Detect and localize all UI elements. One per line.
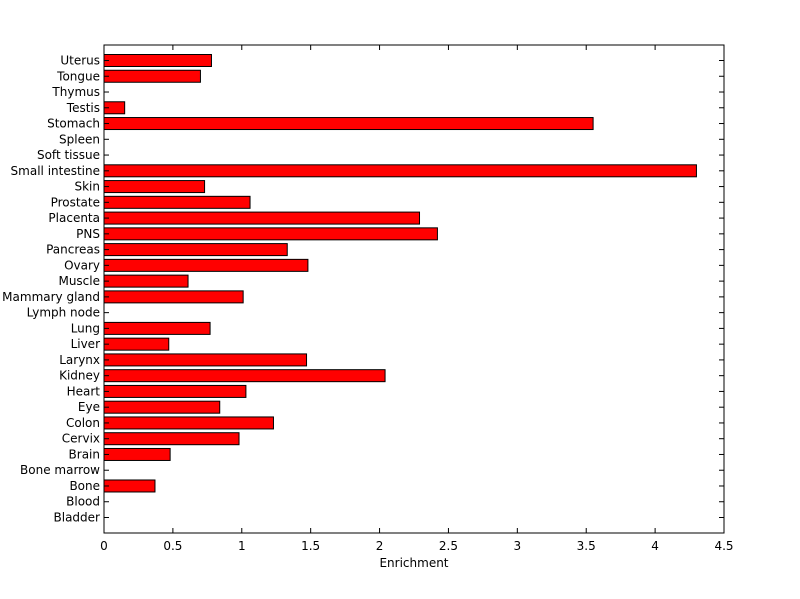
y-tick-label: PNS [76,227,100,241]
bar-lung [103,321,211,335]
y-tick-label: Bone marrow [20,463,100,477]
x-tick-label: 3.5 [577,539,596,553]
y-tick-label: Soft tissue [37,148,100,162]
bar-muscle [103,274,189,288]
x-tick-label: 2 [376,539,384,553]
bar-pns [103,227,438,241]
y-tick-label: Kidney [59,369,100,383]
bar-skin [103,180,206,194]
x-axis-label: Enrichment [379,556,448,570]
bar-liver [103,337,170,351]
y-tick-label: Liver [71,337,101,351]
bar-placenta [103,211,421,225]
bar-uterus [103,54,212,67]
y-tick-label: Brain [69,447,100,461]
x-tick-label: 0.5 [163,539,182,553]
y-tick-label: Ovary [64,258,100,272]
y-tick-label: Uterus [60,54,100,68]
y-tick-label: Spleen [59,132,100,146]
y-tick-label: Muscle [58,274,100,288]
bar-heart [103,384,247,398]
y-tick-label: Larynx [59,353,100,367]
bar-colon [103,416,274,430]
bar-larynx [103,353,308,367]
y-tick-label: Lymph node [27,306,100,320]
y-tick-label: Colon [66,416,100,430]
y-tick-label: Blood [66,495,100,509]
y-tick-label: Cervix [62,432,100,446]
y-tick-label: Tongue [56,69,100,83]
y-tick-label: Prostate [51,195,100,209]
y-tick-label: Skin [74,180,100,194]
y-tick-label: Placenta [48,211,100,225]
x-tick-label: 1 [238,539,246,553]
x-tick-label: 2.5 [439,539,458,553]
bar-cervix [103,432,240,446]
bar-stomach [103,117,594,131]
bar-kidney [103,369,386,383]
x-tick-label: 1.5 [301,539,320,553]
bar-prostate [103,195,251,209]
y-tick-label: Pancreas [46,243,100,257]
y-tick-label: Bladder [54,511,101,525]
y-tick-label: Heart [67,384,101,398]
y-tick-label: Thymus [51,85,100,99]
bar-eye [103,400,221,414]
bar-small-intestine [103,164,697,178]
y-tick-label: Mammary gland [2,290,100,304]
x-ticks-group: 0 0.5 1 1.5 2 2.5 3 3.5 4 4.5 [100,45,734,553]
x-tick-label: 4.5 [714,539,733,553]
bar-mammary-gland [103,290,244,304]
y-tick-label: Lung [71,321,100,335]
bar-bone [103,479,156,493]
y-tick-label: Stomach [47,117,100,131]
x-tick-label: 0 [100,539,108,553]
y-tick-label: Testis [66,101,100,115]
bar-brain [103,447,171,461]
y-tick-label: Bone [69,479,100,493]
bar-pancreas [103,243,288,257]
x-tick-label: 3 [514,539,522,553]
x-tick-label: 4 [651,539,659,553]
plot-frame [103,44,725,534]
y-tick-label: Eye [78,400,100,414]
y-tick-label: Small intestine [11,164,100,178]
bar-tongue [103,69,201,83]
bar-ovary [103,258,309,272]
